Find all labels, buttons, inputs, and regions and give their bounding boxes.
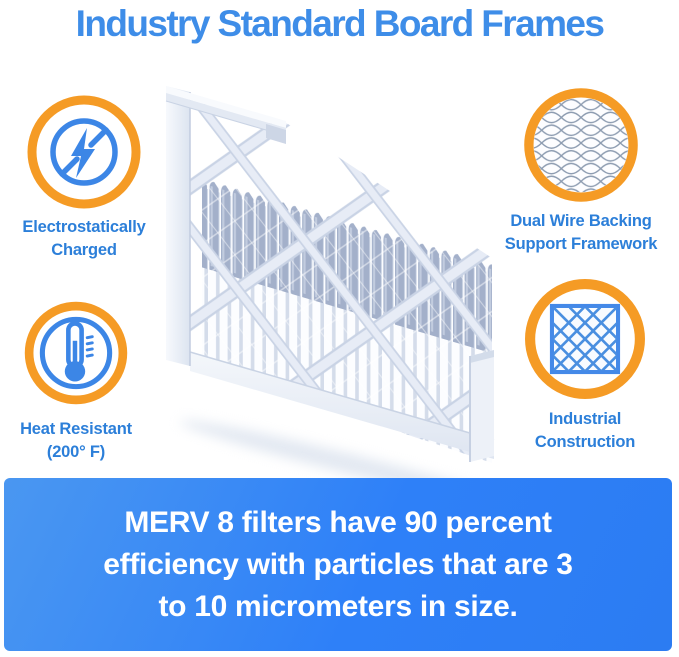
- feature-electrostatically-charged: Electrostatically Charged: [4, 94, 164, 263]
- feature-industrial-construction: Industrial Construction: [502, 278, 668, 455]
- filter-frame: [165, 86, 495, 462]
- thermometer-icon: [24, 301, 128, 405]
- feature-label: Electrostatically Charged: [22, 218, 146, 260]
- pleated-air-filter-render: [165, 86, 520, 508]
- banner-line: efficiency with particles that are 3: [103, 547, 573, 581]
- feature-label: Heat Resistant (200° F): [20, 420, 132, 462]
- feature-label: Dual Wire Backing Support Framework: [504, 212, 658, 254]
- banner-text: MERV 8 filters have 90 percent efficienc…: [4, 478, 672, 653]
- feature-dual-wire-backing: Dual Wire Backing Support Framework: [498, 86, 664, 257]
- diamond-lattice-icon: [525, 279, 645, 399]
- lightning-bolt-icon: [27, 95, 141, 209]
- wire-mesh-icon: [524, 88, 638, 202]
- feature-heat-resistant: Heat Resistant (200° F): [0, 300, 152, 465]
- banner-line: MERV 8 filters have 90 percent: [124, 505, 552, 539]
- air-filter-product-image: [150, 60, 530, 508]
- page-title: Industry Standard Board Frames: [75, 3, 605, 44]
- info-banner: MERV 8 filters have 90 percent efficienc…: [4, 478, 672, 651]
- feature-label: Industrial Construction: [534, 410, 636, 452]
- banner-line: to 10 micrometers in size.: [158, 589, 518, 623]
